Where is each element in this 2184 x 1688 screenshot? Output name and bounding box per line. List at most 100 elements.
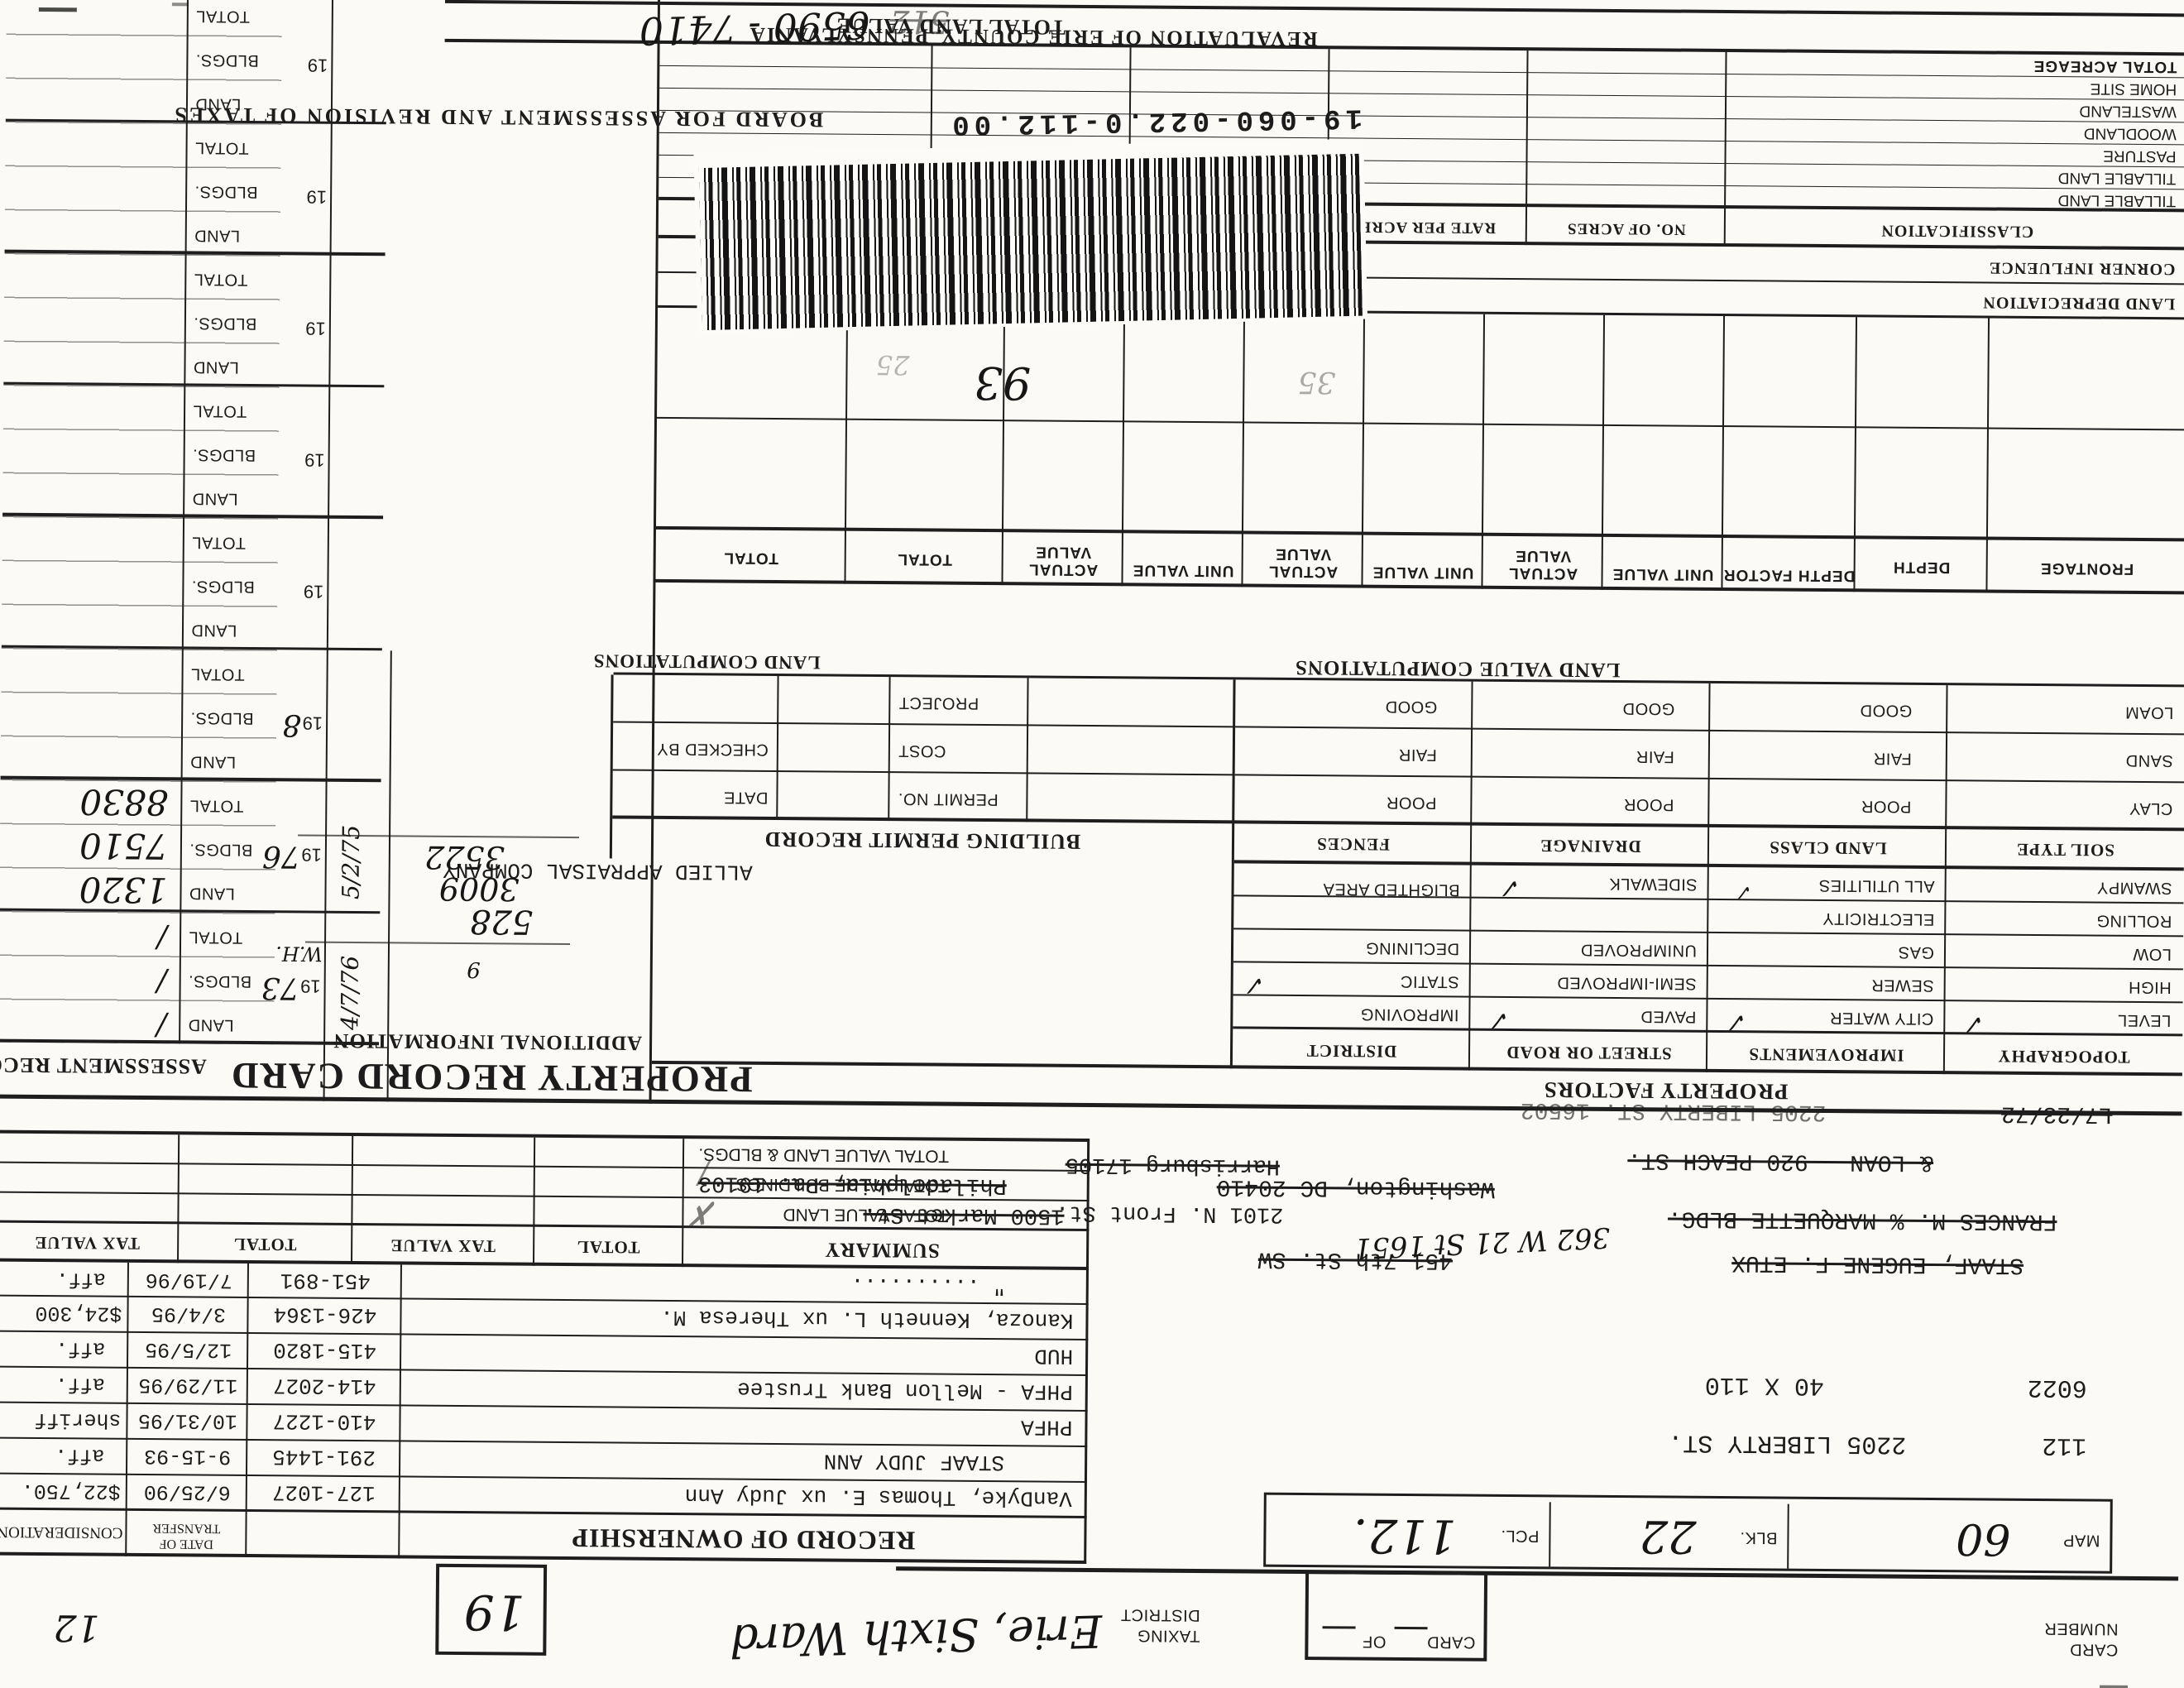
- improvements-header: IMPROVEMENTS: [1748, 1044, 1904, 1066]
- soil-grade: GOOD: [1622, 699, 1675, 718]
- rule: [1229, 679, 1236, 1069]
- deed-book-page: 414-2027: [272, 1373, 376, 1399]
- rule: [0, 1129, 1090, 1142]
- unit-value-header: UNIT VALUE: [1372, 563, 1474, 582]
- rule: [659, 132, 2184, 146]
- assessment-group: 19 LAND BLDGS. TOTAL: [5, 122, 333, 256]
- date-of-transfer-header: DATE OF TRANSFER: [130, 1520, 242, 1552]
- classification-row-label: WASTELAND: [2079, 102, 2177, 121]
- info-handwritten: 3009: [438, 870, 520, 908]
- taxing-district-handwritten: Erie, Sixth Ward: [729, 1604, 1104, 1667]
- deed-book-page: 451-891: [280, 1268, 371, 1294]
- year-handwritten: 8: [282, 707, 302, 742]
- card-of-of-label: OF: [1362, 1632, 1387, 1651]
- soil-grade: GOOD: [1860, 701, 1913, 720]
- soil-label: SAND: [2125, 750, 2173, 770]
- land-class-header: LAND CLASS: [1769, 837, 1887, 859]
- owner-name: HUD: [1034, 1343, 1074, 1369]
- bldgs-label: BLDGS.: [194, 182, 258, 202]
- street-or-road-header: STREET OR ROAD: [1506, 1042, 1672, 1064]
- unit-value-header: UNIT VALUE: [1612, 564, 1714, 583]
- date-label: DATE: [723, 788, 769, 807]
- classification-row-label: WOODLAND: [2083, 124, 2177, 143]
- total-value: /: [156, 920, 168, 955]
- total-label: TOTAL: [194, 138, 249, 157]
- summary-row-label: TOTAL VALUE LAND: [783, 1205, 949, 1225]
- fences-header: FENCES: [1315, 834, 1391, 855]
- soil-grade: POOR: [1623, 795, 1674, 814]
- total-label: TOTAL: [188, 928, 243, 947]
- total-value: 8830: [79, 781, 169, 823]
- land-label: LAND: [192, 489, 238, 508]
- consideration-value: aff.: [55, 1372, 105, 1397]
- agency-city-1-struck: Harrisburg 17105: [1065, 1151, 1281, 1178]
- project-label: PROJECT: [898, 693, 979, 712]
- factor-label: ELECTRICITY: [1822, 909, 1935, 929]
- classification-row-label: TILLABLE LAND: [2057, 169, 2177, 188]
- factor-label: SEWER: [1870, 976, 1934, 995]
- factor-label: PAVED: [1640, 1007, 1697, 1026]
- consideration-value: aff.: [55, 1267, 106, 1292]
- rule: [1468, 681, 1473, 1071]
- drainage-header: DRAINAGE: [1540, 836, 1641, 857]
- divider: [1549, 1502, 1551, 1567]
- former-owner-2: FRANCES M. % MARQUETTE BLDG.: [1667, 1205, 2057, 1235]
- rule: [1985, 318, 1990, 593]
- assessment-group: 19 LAND BLDGS. TOTAL: [2, 385, 330, 519]
- checkmark: ✓: [1962, 1007, 1988, 1039]
- factor-label: SIDEWALK: [1608, 874, 1698, 894]
- factor-label: BLIGHTED AREA: [1323, 880, 1460, 899]
- deed-book-page: 291-1445: [272, 1444, 376, 1470]
- factor-label: SEMI-IMPROVED: [1556, 973, 1697, 993]
- depth-factor-header: DEPTH FACTOR: [1722, 565, 1856, 585]
- land-label: LAND: [189, 752, 237, 771]
- land-value-computations-title: LAND VALUE COMPUTATIONS: [1294, 655, 1621, 682]
- district-header: DISTRICT: [1305, 1041, 1397, 1062]
- factor-label: IMPROVING: [1360, 1005, 1459, 1024]
- owner-name: STAAF JUDY ANN: [823, 1448, 1005, 1475]
- date-header-line1: DATE OF: [159, 1537, 214, 1551]
- assessment-record-title: ASSESSMENT RECORD: [0, 1053, 207, 1079]
- year-note-handwritten: W.H.: [275, 942, 323, 966]
- bldgs-label: BLDGS.: [192, 445, 256, 465]
- bldgs-label: BLDGS.: [193, 314, 257, 333]
- soil-grade: POOR: [1861, 797, 1912, 816]
- land-value: /: [156, 1008, 167, 1043]
- corner-influence-label: CORNER INFLUENCE: [1988, 258, 2176, 279]
- revaluation-footer-line: REVALUATION OF ERIE COUNTY, PENNSYLVANIA: [748, 22, 1318, 50]
- assessment-group: 19 73 W.H. LAND BLDGS. TOTAL / / /: [0, 911, 326, 1045]
- checked-by-label: CHECKED BY: [656, 739, 769, 759]
- scan-noise: [2100, 1685, 2129, 1688]
- checkmark: ✓: [1735, 880, 1755, 905]
- soil-grade: POOR: [1386, 793, 1437, 813]
- actual-value-header: ACTUAL VALUE: [1267, 544, 1339, 581]
- additional-information-title: ADDITIONAL INFORMATION: [333, 1029, 643, 1054]
- soil-label: LOAM: [2124, 703, 2174, 722]
- rule: [659, 87, 2184, 101]
- former-owner-3: & LOAN - 920 PEACH ST.: [1627, 1147, 1934, 1175]
- year-prefix: 19: [303, 581, 324, 602]
- bldgs-label: BLDGS.: [188, 971, 252, 991]
- property-address: 2205 LIBERTY ST.: [1668, 1427, 1907, 1458]
- map-label: MAP: [2062, 1531, 2100, 1550]
- permit-no-label: PERMIT NO.: [898, 789, 999, 809]
- barcode-icon: [698, 153, 1363, 331]
- rule: [1942, 685, 1948, 1075]
- former-owner-1: STAAF, EUGENE F. ETUX: [1731, 1249, 2024, 1278]
- rule: [613, 721, 1234, 728]
- rule: [1853, 317, 1858, 592]
- land-label: LAND: [188, 1015, 234, 1034]
- no-of-acres-header: NO. OF ACRES: [1566, 219, 1686, 238]
- deed-book-page: 410-1227: [272, 1408, 376, 1435]
- agency-address-1: 2101 N. Front St.: [1055, 1199, 1284, 1226]
- total-label: TOTAL: [189, 796, 244, 815]
- total-label: TOTAL: [195, 7, 251, 26]
- consideration-value: aff.: [55, 1336, 106, 1361]
- taxing-label-line2: DISTRICT: [1120, 1605, 1200, 1625]
- card-of-blank-1: [1394, 1626, 1428, 1630]
- classification-row-label: PASTURE: [2103, 146, 2177, 165]
- computation-faint: 25: [875, 348, 910, 381]
- land-value: 1320: [79, 869, 168, 911]
- transfer-date: 11/29/95: [138, 1372, 238, 1398]
- factor-label: SWAMPY: [2096, 878, 2172, 898]
